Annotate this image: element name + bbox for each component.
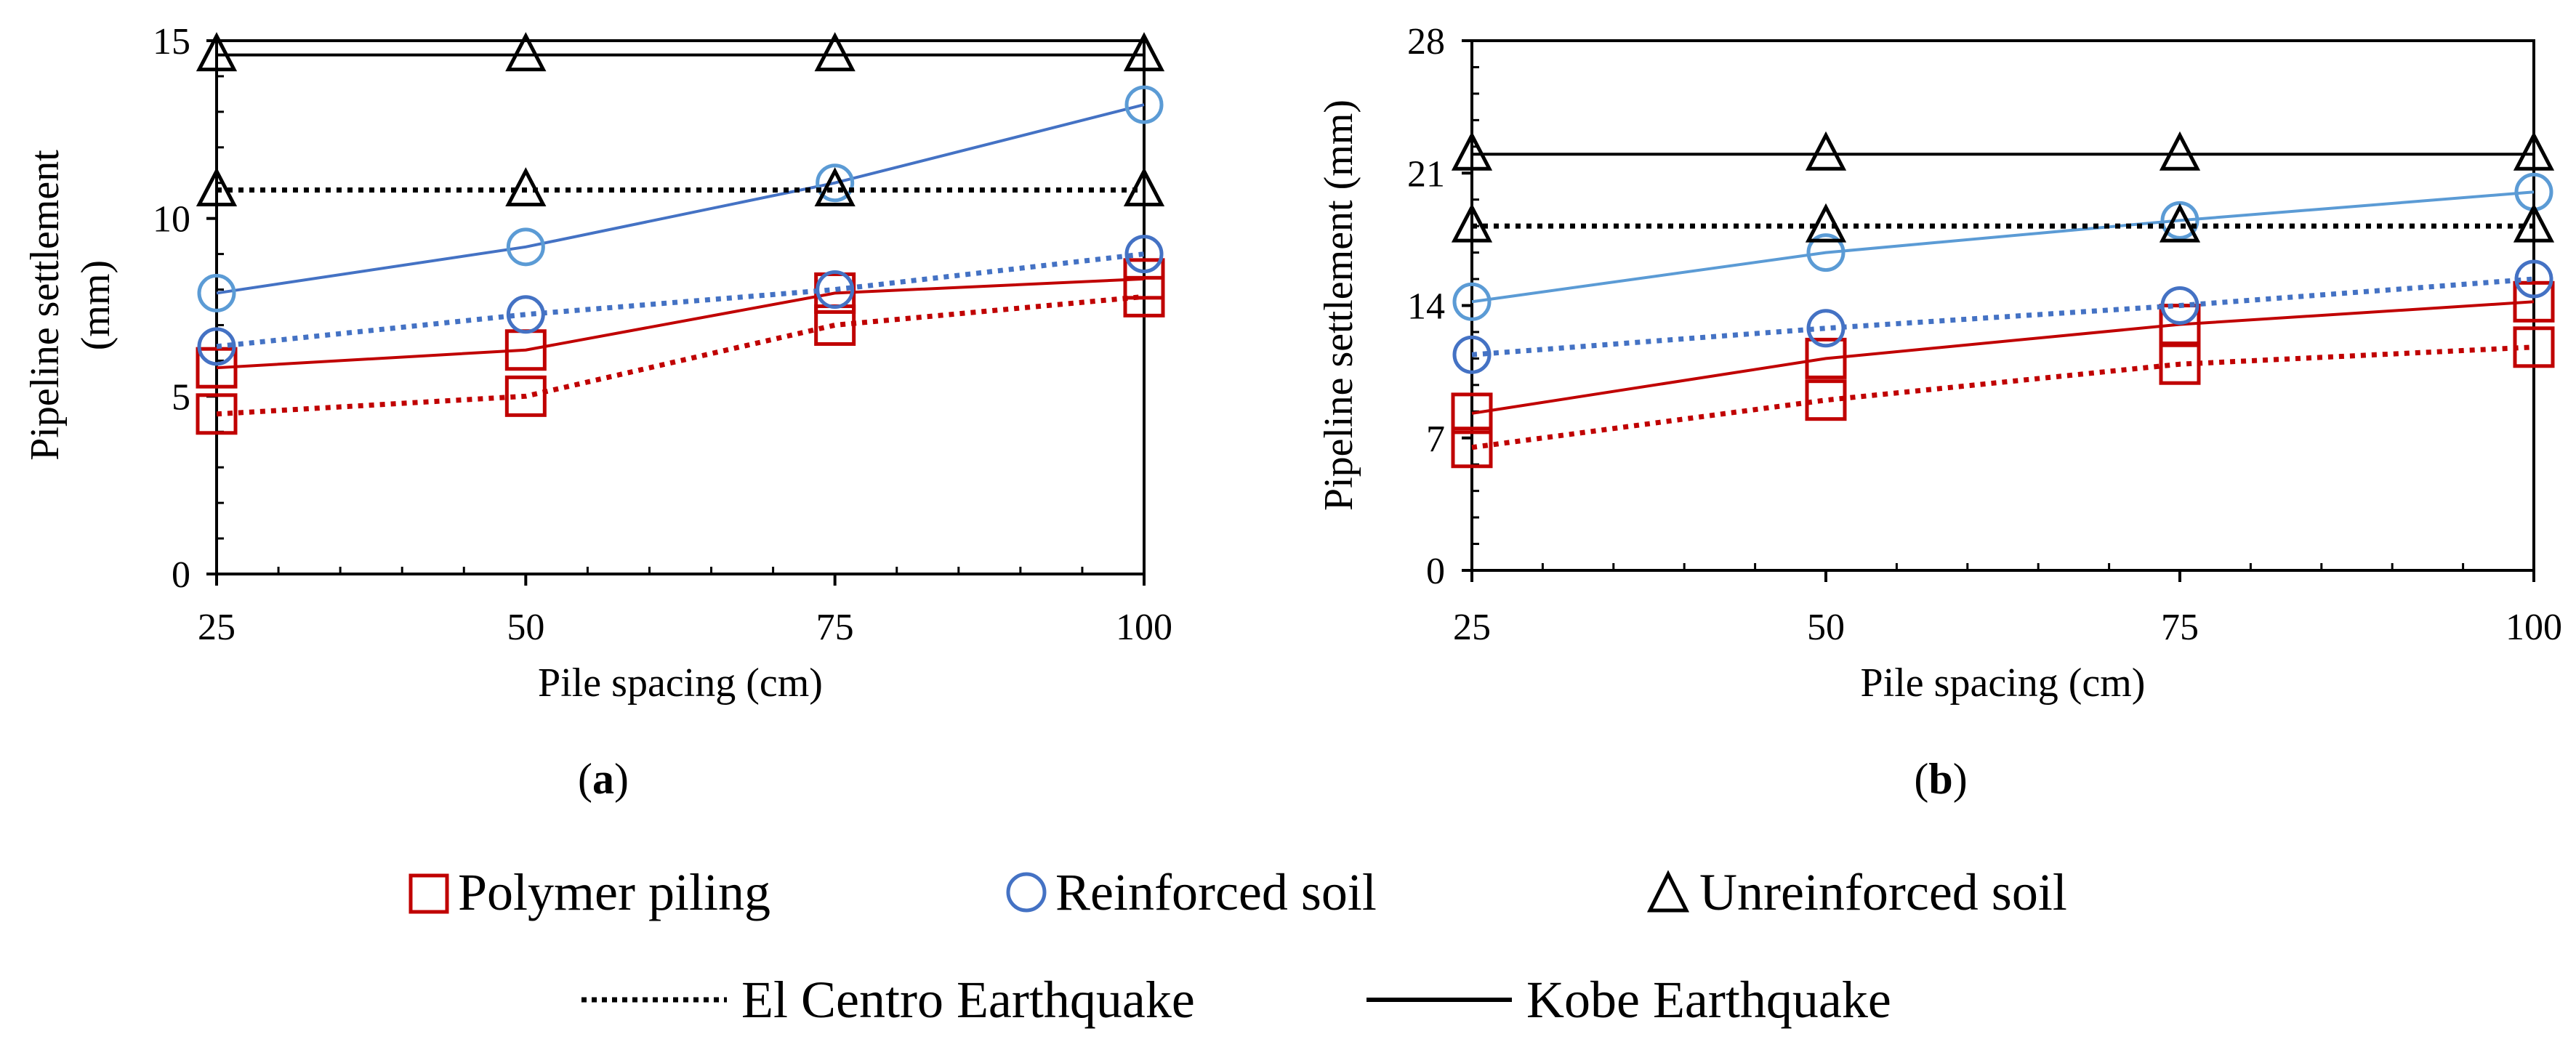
- marker-circle-elcentro: [2160, 286, 2199, 325]
- y-tick-label: 15: [153, 21, 190, 62]
- plot-frame: [215, 39, 1146, 575]
- legend-label-unreinforced: Unreinforced soil: [1699, 863, 2067, 921]
- marker-triangle-kobe: [2159, 131, 2201, 171]
- marker-circle-kobe: [1124, 85, 1164, 124]
- marker-circle-kobe: [1452, 282, 1492, 321]
- marker-square-elcentro: [814, 304, 856, 346]
- series-line-reinforced-kobe: [216, 103, 1145, 295]
- series-line-polymer-kobe: [216, 277, 1145, 370]
- y-tick-label: 5: [172, 376, 190, 418]
- legend: Polymer piling Reinforced soil Unreinfor…: [408, 863, 2067, 1029]
- series-line-polymer-elcentro: [1471, 344, 2535, 450]
- series-line-reinforced-elcentro: [216, 251, 1145, 349]
- y-tick-label: 0: [172, 554, 190, 596]
- x-tick-label: 100: [2505, 607, 2562, 648]
- marker-square-kobe: [2513, 280, 2555, 323]
- y-tick-label: 0: [1426, 551, 1445, 592]
- marker-triangle-elcentro: [1805, 203, 1847, 243]
- y-tick-label: 10: [153, 199, 190, 240]
- marker-square-kobe: [504, 329, 547, 371]
- marker-square-elcentro: [1123, 275, 1165, 318]
- legend-label-kobe: Kobe Earthquake: [1526, 971, 1891, 1029]
- x-tick-label: 25: [1453, 607, 1491, 648]
- marker-triangle-elcentro: [814, 167, 856, 207]
- marker-square-kobe: [1451, 392, 1493, 434]
- x-axis-title: Pile spacing (cm): [538, 660, 823, 706]
- marker-square-elcentro: [2513, 326, 2555, 368]
- marker-circle-elcentro: [1124, 235, 1164, 274]
- legend-label-elcentro: El Centro Earthquake: [741, 971, 1195, 1029]
- marker-square-elcentro: [2159, 343, 2201, 385]
- marker-triangle-kobe: [196, 32, 238, 72]
- panel-label-b: (b): [1914, 755, 1967, 803]
- legend-triangle-icon: [1646, 870, 1690, 913]
- marker-square-elcentro: [1805, 379, 1847, 421]
- series-line-reinforced-elcentro: [1471, 276, 2535, 357]
- marker-square-kobe: [196, 347, 238, 389]
- marker-triangle-kobe: [814, 32, 856, 72]
- series-line-polymer-kobe: [1471, 300, 2535, 415]
- chart-panel-a: 0 5 10 15 25 50 75 100 Pile spacing (cm) Pipeline…: [23, 21, 1172, 706]
- marker-circle-kobe: [816, 163, 855, 203]
- x-axis-title: Pile spacing (cm): [1861, 660, 2146, 706]
- marker-square-kobe: [1805, 337, 1847, 379]
- marker-square-elcentro: [1451, 427, 1493, 469]
- x-tick-label: 100: [1116, 607, 1172, 648]
- x-tick-label: 50: [1807, 607, 1845, 648]
- marker-circle-kobe: [2160, 201, 2199, 240]
- marker-triangle-elcentro: [196, 167, 238, 207]
- y-tick-label: 7: [1426, 419, 1445, 460]
- chart-panel-b: 0 7 14 21 28 25 50 75 100 Pile spacing (cm) Pipeli…: [1316, 21, 2562, 706]
- y-tick-label: 21: [1407, 153, 1445, 195]
- legend-label-reinforced: Reinforced soil: [1055, 863, 1377, 921]
- marker-triangle-elcentro: [505, 167, 547, 207]
- marker-triangle-kobe: [1451, 131, 1493, 171]
- marker-circle-elcentro: [197, 327, 236, 366]
- marker-circle-elcentro: [1452, 335, 1492, 374]
- plot-frame: [1470, 39, 2535, 572]
- series-line-reinforced-kobe: [1471, 190, 2535, 304]
- x-tick-label: 75: [816, 607, 854, 648]
- x-tick-label: 25: [198, 607, 236, 648]
- y-tick-label: 28: [1407, 21, 1445, 62]
- marker-circle-kobe: [1806, 233, 1846, 272]
- y-axis-title: Pipeline settlement: [23, 150, 68, 461]
- marker-square-elcentro: [196, 393, 238, 435]
- marker-circle-elcentro: [2514, 259, 2553, 299]
- y-axis-title: Pipeline settlement (mm): [1316, 100, 1361, 511]
- legend-circle-icon: [1006, 872, 1047, 913]
- legend-label-polymer: Polymer piling: [458, 863, 770, 921]
- marker-triangle-elcentro: [2513, 203, 2555, 243]
- marker-triangle-elcentro: [2159, 203, 2201, 243]
- y-tick-label: 14: [1407, 286, 1445, 328]
- marker-triangle-elcentro: [1451, 203, 1493, 243]
- y-axis-title-unit: (mm): [73, 260, 118, 350]
- marker-circle-elcentro: [506, 295, 545, 334]
- panel-label-a: (a): [578, 755, 629, 803]
- marker-triangle-kobe: [505, 32, 547, 72]
- marker-circle-kobe: [197, 273, 236, 312]
- legend-square-icon: [408, 873, 449, 914]
- marker-triangle-elcentro: [1123, 167, 1165, 207]
- marker-circle-elcentro: [1806, 309, 1846, 348]
- marker-square-elcentro: [504, 375, 547, 417]
- x-tick-label: 50: [507, 607, 544, 648]
- series-line-polymer-elcentro: [216, 294, 1145, 417]
- x-tick-label: 75: [2161, 607, 2199, 648]
- marker-circle-kobe: [506, 227, 545, 267]
- marker-triangle-kobe: [2513, 131, 2555, 171]
- marker-triangle-kobe: [1805, 131, 1847, 171]
- marker-circle-elcentro: [816, 270, 855, 310]
- marker-triangle-kobe: [1123, 32, 1165, 72]
